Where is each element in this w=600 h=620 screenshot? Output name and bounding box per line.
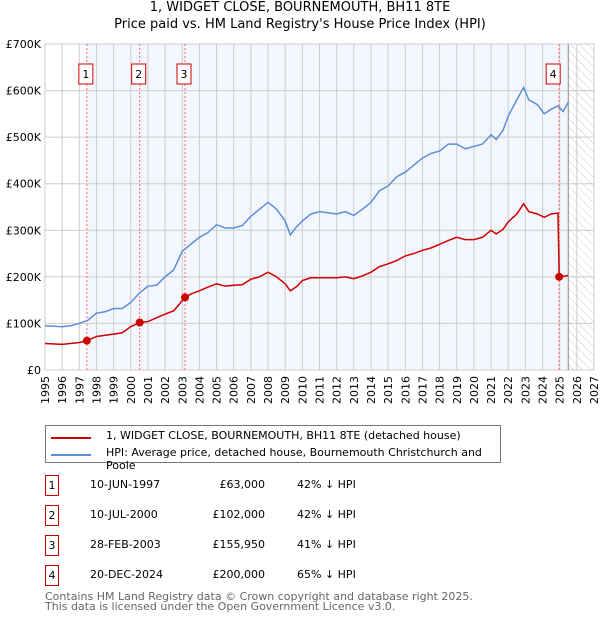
x-tick-label: 1997 xyxy=(73,376,86,404)
row-hpi: 41% ↓ HPI xyxy=(297,538,356,551)
row-date: 28-FEB-2003 xyxy=(90,538,161,551)
x-tick-label: 2003 xyxy=(176,376,189,404)
transaction-label: 3 xyxy=(180,68,187,81)
x-tick-label: 2021 xyxy=(485,376,498,404)
series-line xyxy=(44,85,569,328)
x-tick-label: 2019 xyxy=(451,376,464,404)
series-line xyxy=(44,202,569,346)
footer-copyright: Contains HM Land Registry data © Crown c… xyxy=(45,590,473,603)
footer-licence: This data is licensed under the Open Gov… xyxy=(45,600,396,613)
legend-blue-line xyxy=(51,454,91,456)
transaction-row: 4 20-DEC-2024 £200,000 65% ↓ HPI xyxy=(45,565,445,587)
row-number: 4 xyxy=(45,565,59,586)
x-tick-label: 2007 xyxy=(245,376,258,404)
row-date: 10-JUN-1997 xyxy=(90,478,161,491)
chart-subtitle: Price paid vs. HM Land Registry's House … xyxy=(114,17,486,32)
y-tick-label: £0 xyxy=(27,364,41,377)
x-tick-label: 2001 xyxy=(142,376,155,404)
row-price: £63,000 xyxy=(219,478,266,491)
x-tick-label: 2009 xyxy=(279,376,292,404)
row-hpi: 65% ↓ HPI xyxy=(297,568,356,581)
y-tick-label: £500K xyxy=(6,131,42,144)
x-tick-label: 2018 xyxy=(434,376,447,404)
transaction-label-box xyxy=(176,63,192,85)
x-tick-label: 2020 xyxy=(468,376,481,404)
x-tick-label: 2000 xyxy=(125,376,138,404)
y-tick-label: £700K xyxy=(6,38,42,51)
transaction-row: 3 28-FEB-2003 £155,950 41% ↓ HPI xyxy=(45,535,445,557)
row-number: 1 xyxy=(45,475,59,496)
legend: 1, WIDGET CLOSE, BOURNEMOUTH, BH11 8TE (… xyxy=(45,425,501,472)
x-tick-label: 2002 xyxy=(159,376,172,404)
transaction-label: 4 xyxy=(550,68,557,81)
price-chart: 1995 1996 1997 1998 1999 2000 2001 2002 2003 2004… xyxy=(6,38,600,404)
transaction-label-box xyxy=(131,63,147,85)
transaction-label: 1 xyxy=(82,68,89,81)
x-tick-label: 2004 xyxy=(193,376,206,404)
x-tick-label: 1996 xyxy=(56,376,69,404)
y-tick-label: £100K xyxy=(6,317,42,330)
row-date: 20-DEC-2024 xyxy=(90,568,164,581)
legend-hpi: HPI: Average price, detached house, Bour… xyxy=(106,446,482,472)
transaction-label: 2 xyxy=(135,68,142,81)
row-price: £102,000 xyxy=(212,508,266,521)
row-price: £155,950 xyxy=(212,538,266,551)
transaction-marker xyxy=(555,272,564,281)
x-tick-label: 2016 xyxy=(399,376,412,404)
x-tick-label: 2027 xyxy=(588,376,600,404)
x-tick-label: 1995 xyxy=(39,376,52,404)
x-tick-label: 2008 xyxy=(262,376,275,404)
chart-title: 1, WIDGET CLOSE, BOURNEMOUTH, BH11 8TE xyxy=(149,0,451,15)
x-tick-label: 2015 xyxy=(382,376,395,404)
x-tick-label: 2025 xyxy=(554,376,567,404)
plot-border xyxy=(44,43,595,371)
x-tick-label: 2026 xyxy=(571,376,584,404)
row-date: 10-JUL-2000 xyxy=(90,508,158,521)
legend-red-line xyxy=(51,437,91,439)
x-tick-label: 2022 xyxy=(502,376,515,404)
x-tick-label: 2012 xyxy=(331,376,344,404)
row-number: 3 xyxy=(45,535,59,556)
shaded-period xyxy=(86,44,569,370)
transaction-marker xyxy=(82,336,91,345)
row-hpi: 42% ↓ HPI xyxy=(297,478,356,491)
y-tick-label: £400K xyxy=(6,178,42,191)
row-number: 2 xyxy=(45,505,59,526)
y-tick-label: £600K xyxy=(6,85,42,98)
transaction-marker xyxy=(180,293,189,302)
legend-property: 1, WIDGET CLOSE, BOURNEMOUTH, BH11 8TE (… xyxy=(106,429,461,442)
x-tick-label: 1999 xyxy=(108,376,121,404)
x-tick-label: 2011 xyxy=(314,376,327,404)
x-tick-label: 2024 xyxy=(537,376,550,404)
transaction-row: 2 10-JUL-2000 £102,000 42% ↓ HPI xyxy=(45,505,445,527)
x-tick-label: 2010 xyxy=(296,376,309,404)
x-tick-label: 2005 xyxy=(211,376,224,404)
y-tick-label: £200K xyxy=(6,271,42,284)
row-price: £200,000 xyxy=(212,568,266,581)
y-tick-label: £300K xyxy=(6,224,42,237)
forecast-hatch xyxy=(568,44,594,370)
transaction-label-box xyxy=(78,63,94,85)
transaction-marker xyxy=(135,318,144,327)
x-tick-label: 2013 xyxy=(348,376,361,404)
x-tick-label: 2014 xyxy=(365,376,378,404)
x-tick-label: 1998 xyxy=(90,376,103,404)
row-hpi: 42% ↓ HPI xyxy=(297,508,356,521)
x-tick-label: 2023 xyxy=(519,376,532,404)
transaction-label-box xyxy=(545,63,561,85)
transaction-row: 1 10-JUN-1997 £63,000 42% ↓ HPI xyxy=(45,475,445,497)
x-tick-label: 2017 xyxy=(416,376,429,404)
x-tick-label: 2006 xyxy=(228,376,241,404)
